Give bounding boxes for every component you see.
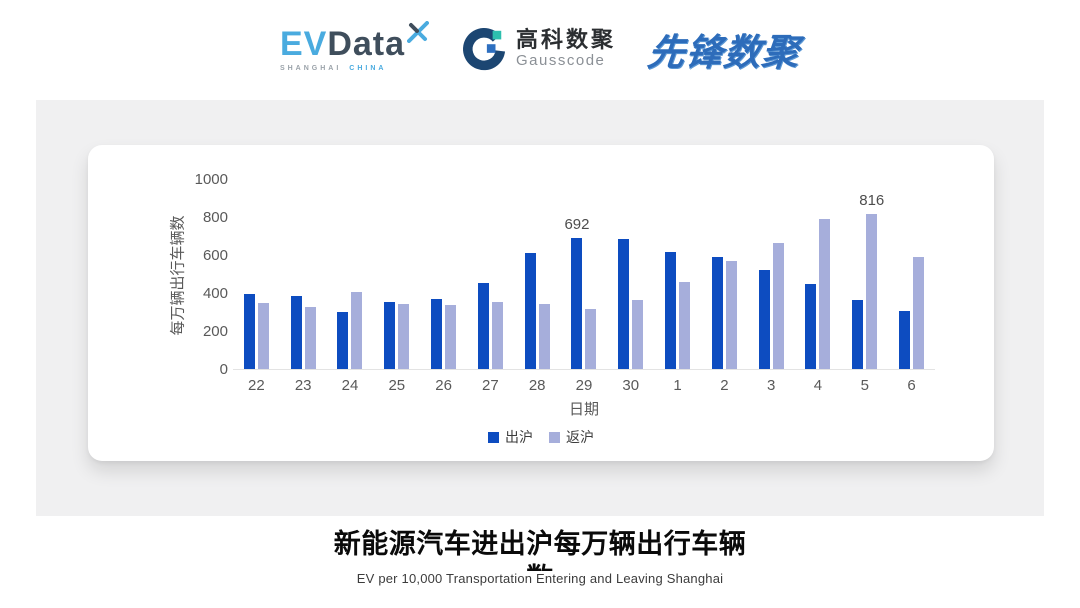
bar-group <box>420 180 467 369</box>
x-label: 5 <box>860 377 869 394</box>
bar <box>304 307 316 369</box>
y-tick: 600 <box>202 247 228 264</box>
data-label: 692 <box>564 215 590 233</box>
gausscode-name-en: Gausscode <box>516 52 606 70</box>
bar <box>290 295 302 369</box>
x-label: 23 <box>294 377 312 394</box>
x-axis-title: 日期 <box>568 401 599 418</box>
evdata-data-text: Data <box>327 24 406 63</box>
legend-label: 出沪 <box>505 429 533 445</box>
bar-group <box>280 180 327 369</box>
legend-item: 返沪 <box>549 427 594 447</box>
bar-group <box>748 180 795 369</box>
x-label: 2 <box>720 377 729 394</box>
evdata-wordmark: EV Data <box>279 20 430 63</box>
plot-area: 692 816 <box>233 180 935 370</box>
bar-group <box>467 180 514 369</box>
evdata-tagline-shanghai: SHANGHAI <box>279 64 342 72</box>
chart-panel: 每万辆出行车辆数 0 200 400 600 800 1000 692 816 22 23 24… <box>36 100 1044 516</box>
bar <box>725 260 737 369</box>
bar <box>384 302 396 369</box>
x-label: 6 <box>907 377 916 394</box>
y-axis-ticks: 0 200 400 600 800 1000 <box>183 172 228 378</box>
legend-swatch <box>488 431 499 443</box>
legend: 出沪 返沪 <box>88 427 994 447</box>
x-label: 29 <box>575 377 593 394</box>
bar <box>805 284 817 369</box>
evdata-tagline: SHANGHAI CHINA <box>280 65 387 72</box>
legend-label: 返沪 <box>566 429 594 445</box>
bar <box>445 305 457 369</box>
bar <box>711 256 723 369</box>
bar <box>351 291 363 369</box>
bar <box>899 311 911 369</box>
bar-group <box>607 180 654 369</box>
bar-group <box>701 180 748 369</box>
gausscode-g-icon <box>463 28 506 71</box>
bar-group <box>514 180 561 369</box>
y-tick: 400 <box>202 285 228 302</box>
bar <box>337 312 349 369</box>
x-label: 24 <box>341 377 359 394</box>
bar <box>679 281 691 369</box>
bar <box>257 302 269 369</box>
legend-swatch <box>549 431 560 443</box>
x-label: 26 <box>435 377 452 394</box>
x-label: 1 <box>673 377 682 394</box>
bar <box>477 282 489 369</box>
gausscode-text: 高科数聚 Gausscode <box>516 27 617 70</box>
bar <box>632 300 644 369</box>
bar-group <box>327 180 374 369</box>
bar-group <box>888 180 935 369</box>
bar: 816 <box>859 192 884 369</box>
evdata-tagline-china: CHINA <box>349 64 387 72</box>
chart-card: 每万辆出行车辆数 0 200 400 600 800 1000 692 816 22 23 24… <box>88 145 994 461</box>
footer-title: 新能源汽车进出沪每万辆出行车辆数 <box>333 529 747 571</box>
bar <box>852 299 864 369</box>
bar <box>491 302 503 369</box>
x-label: 22 <box>248 377 265 394</box>
bar <box>819 218 831 369</box>
bar <box>758 269 770 369</box>
x-label: 25 <box>388 377 406 394</box>
bar <box>772 242 784 369</box>
bar-group <box>654 180 701 369</box>
bar <box>913 256 925 369</box>
bar-group: 692 <box>561 180 608 369</box>
bar <box>538 303 550 369</box>
bar <box>243 293 255 369</box>
legend-item: 出沪 <box>488 427 533 447</box>
bar <box>398 303 410 369</box>
bar-group <box>233 180 280 369</box>
bar <box>618 238 630 369</box>
data-label: 816 <box>859 191 885 209</box>
y-tick: 200 <box>202 323 228 340</box>
bar <box>524 252 536 369</box>
bar: 692 <box>564 216 589 369</box>
footer-subtitle: EV per 10,000 Transportation Entering an… <box>356 571 724 586</box>
x-label: 28 <box>528 377 546 394</box>
bar-group: 816 <box>841 180 888 369</box>
gausscode-logo: 高科数聚 Gausscode <box>461 26 616 72</box>
evdata-x-icon <box>407 20 430 43</box>
y-tick: 1000 <box>194 171 228 188</box>
y-tick: 0 <box>219 361 228 378</box>
pioneer-logo: 先锋数聚 <box>645 32 802 73</box>
bar <box>585 308 597 369</box>
bar <box>431 299 443 369</box>
y-tick: 800 <box>202 209 228 226</box>
evdata-ev-text: EV <box>279 24 328 63</box>
x-label: 4 <box>813 377 823 394</box>
gausscode-name-cn: 高科数聚 <box>516 27 617 53</box>
bar-group <box>795 180 842 369</box>
bar <box>665 251 677 369</box>
x-label: 30 <box>622 377 640 394</box>
x-axis-labels: 22 23 24 25 26 27 28 29 30 1 2 3 4 5 6 <box>233 377 935 394</box>
bar-group <box>373 180 420 369</box>
x-label: 27 <box>482 377 499 394</box>
evdata-logo: EV Data SHANGHAI CHINA <box>279 20 430 72</box>
x-label: 3 <box>766 377 776 394</box>
logo-row: EV Data SHANGHAI CHINA 高科数聚 G <box>0 20 1080 78</box>
